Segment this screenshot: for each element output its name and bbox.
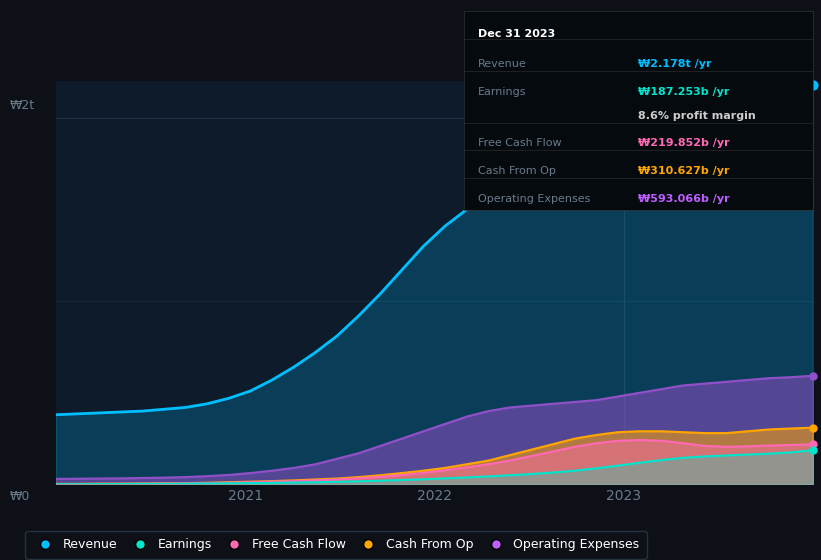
Text: ₩219.852b /yr: ₩219.852b /yr [639, 138, 730, 148]
Point [806, 81, 819, 90]
Text: ₩2t: ₩2t [10, 99, 35, 112]
Text: Operating Expenses: Operating Expenses [478, 194, 590, 204]
Point [806, 423, 819, 432]
Legend: Revenue, Earnings, Free Cash Flow, Cash From Op, Operating Expenses: Revenue, Earnings, Free Cash Flow, Cash … [25, 531, 647, 559]
Point [806, 446, 819, 455]
Text: ₩0: ₩0 [10, 490, 30, 503]
Text: ₩2.178t /yr: ₩2.178t /yr [639, 59, 712, 69]
Point [806, 440, 819, 449]
Text: Earnings: Earnings [478, 87, 526, 97]
Text: 8.6% profit margin: 8.6% profit margin [639, 111, 756, 120]
Text: Cash From Op: Cash From Op [478, 166, 556, 176]
Text: Free Cash Flow: Free Cash Flow [478, 138, 562, 148]
Text: ₩310.627b /yr: ₩310.627b /yr [639, 166, 730, 176]
Text: Dec 31 2023: Dec 31 2023 [478, 29, 555, 39]
Point [806, 371, 819, 380]
Text: ₩593.066b /yr: ₩593.066b /yr [639, 194, 730, 204]
Text: ₩187.253b /yr: ₩187.253b /yr [639, 87, 730, 97]
Text: Revenue: Revenue [478, 59, 526, 69]
